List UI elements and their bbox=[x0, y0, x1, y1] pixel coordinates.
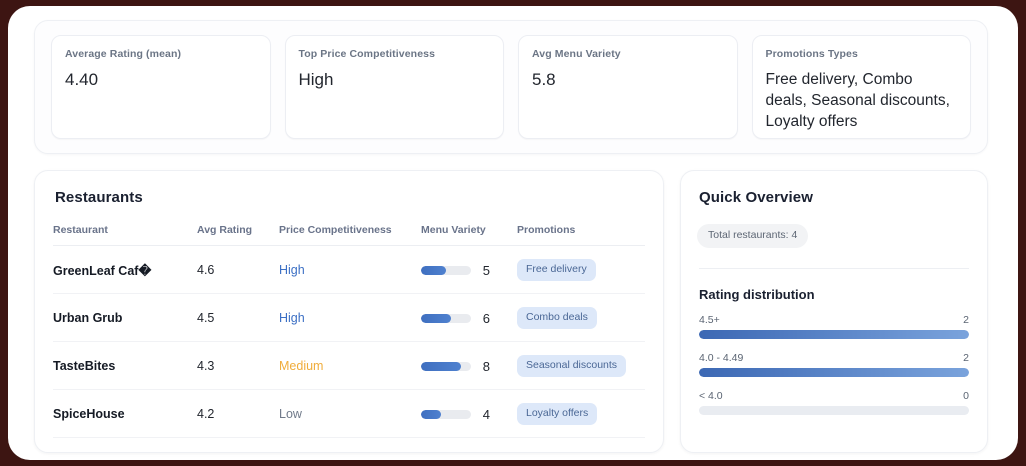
cell-avg-rating: 4.2 bbox=[197, 389, 279, 438]
quick-overview-title: Quick Overview bbox=[699, 189, 813, 206]
status-badge[interactable]: Free delivery bbox=[517, 259, 596, 281]
cell-avg-rating: 4.3 bbox=[197, 341, 279, 390]
kpi-label: Avg Menu Variety bbox=[532, 48, 621, 60]
column-header-price-competitiveness[interactable]: Price Competitiveness bbox=[279, 224, 421, 246]
cell-restaurant-name: GreenLeaf Caf� bbox=[53, 245, 197, 294]
cell-menu-variety: 6 bbox=[421, 293, 517, 342]
cell-price-competitiveness: High bbox=[279, 293, 421, 342]
menu-variety-progress-track bbox=[421, 361, 471, 371]
cell-promotions: Combo deals bbox=[517, 293, 645, 342]
rating-distribution-row: < 4.0 0 bbox=[699, 390, 969, 415]
menu-variety-progress-fill bbox=[421, 409, 441, 419]
status-badge[interactable]: Loyalty offers bbox=[517, 403, 598, 425]
cell-price-competitiveness: Medium bbox=[279, 341, 421, 390]
distribution-bucket-count: 2 bbox=[963, 352, 969, 364]
menu-variety-progress-fill bbox=[421, 313, 451, 323]
distribution-bucket-label: 4.5+ bbox=[699, 314, 720, 326]
kpi-value: High bbox=[298, 70, 334, 89]
status-badge[interactable]: Seasonal discounts bbox=[517, 355, 627, 377]
menu-variety-progress-track bbox=[421, 409, 471, 419]
cell-menu-variety: 5 bbox=[421, 245, 517, 294]
kpi-label: Top Price Competitiveness bbox=[298, 48, 436, 60]
cell-promotions: Free delivery bbox=[517, 245, 645, 294]
menu-variety-value: 5 bbox=[482, 262, 490, 278]
table-header-row: Restaurant Avg Rating Price Competitiven… bbox=[53, 224, 645, 246]
distribution-bar-track bbox=[699, 368, 969, 377]
distribution-bar-fill bbox=[699, 368, 969, 377]
table-row[interactable]: TasteBites 4.3 Medium 8 bbox=[53, 341, 645, 390]
table-row[interactable]: Urban Grub 4.5 High 6 bbox=[53, 293, 645, 342]
cell-promotions: Seasonal discounts bbox=[517, 341, 645, 390]
distribution-bucket-label: < 4.0 bbox=[699, 390, 723, 402]
column-header-restaurant[interactable]: Restaurant bbox=[53, 224, 197, 246]
menu-variety-progress-track bbox=[421, 313, 471, 323]
restaurants-panel: Restaurants Restaurant Avg Rating Price … bbox=[34, 170, 664, 453]
kpi-card-average-rating: Average Rating (mean) 4.40 bbox=[51, 35, 271, 139]
kpi-card-top-price-competitiveness: Top Price Competitiveness High bbox=[284, 35, 504, 139]
kpi-value: 5.8 bbox=[532, 70, 556, 89]
status-badge[interactable]: Combo deals bbox=[517, 307, 597, 329]
quick-overview-panel: Quick Overview Total restaurants: 4 Rati… bbox=[680, 170, 988, 453]
menu-variety-value: 6 bbox=[482, 310, 490, 326]
app-surface: Average Rating (mean) 4.40 Top Price Com… bbox=[8, 6, 1018, 460]
cell-restaurant-name: Urban Grub bbox=[53, 293, 197, 342]
cell-price-competitiveness: High bbox=[279, 245, 421, 294]
menu-variety-progress-fill bbox=[421, 265, 446, 275]
distribution-bar-track bbox=[699, 330, 969, 339]
dashboard-content: Average Rating (mean) 4.40 Top Price Com… bbox=[30, 20, 996, 453]
kpi-card-avg-menu-variety: Avg Menu Variety 5.8 bbox=[518, 35, 738, 139]
table-row[interactable]: SpiceHouse 4.2 Low 4 bbox=[53, 389, 645, 438]
rating-distribution-row: 4.0 - 4.49 2 bbox=[699, 352, 969, 377]
distribution-bucket-count: 2 bbox=[963, 314, 969, 326]
total-restaurants-chip: Total restaurants: 4 bbox=[697, 224, 809, 248]
cell-menu-variety: 4 bbox=[421, 389, 517, 438]
kpi-label: Average Rating (mean) bbox=[65, 48, 182, 60]
cell-menu-variety: 8 bbox=[421, 341, 517, 390]
distribution-bucket-count: 0 bbox=[963, 390, 969, 402]
cell-restaurant-name: SpiceHouse bbox=[53, 389, 197, 438]
column-header-promotions[interactable]: Promotions bbox=[517, 224, 645, 246]
column-header-menu-variety[interactable]: Menu Variety bbox=[421, 224, 517, 246]
distribution-bucket-label: 4.0 - 4.49 bbox=[699, 352, 744, 364]
cell-avg-rating: 4.5 bbox=[197, 293, 279, 342]
kpi-value: 4.40 bbox=[65, 70, 99, 89]
kpi-value: Free delivery, Combo deals, Seasonal dis… bbox=[765, 71, 950, 130]
menu-variety-progress-track bbox=[421, 265, 471, 275]
menu-variety-value: 4 bbox=[482, 406, 490, 422]
table-row[interactable]: GreenLeaf Caf� 4.6 High 5 bbox=[53, 245, 645, 294]
lower-region: Restaurants Restaurant Avg Rating Price … bbox=[34, 170, 996, 453]
cell-price-competitiveness: Low bbox=[279, 389, 421, 438]
column-header-avg-rating[interactable]: Avg Rating bbox=[197, 224, 279, 246]
restaurants-table-body: GreenLeaf Caf� 4.6 High 5 bbox=[53, 245, 645, 438]
restaurants-table: Restaurant Avg Rating Price Competitiven… bbox=[53, 224, 645, 438]
cell-restaurant-name: TasteBites bbox=[53, 341, 197, 390]
kpi-label: Promotions Types bbox=[765, 48, 858, 60]
distribution-bar-fill bbox=[699, 330, 969, 339]
kpi-card-promotions-types: Promotions Types Free delivery, Combo de… bbox=[751, 35, 971, 139]
menu-variety-value: 8 bbox=[482, 358, 490, 374]
menu-variety-progress-fill bbox=[421, 361, 461, 371]
kpi-strip: Average Rating (mean) 4.40 Top Price Com… bbox=[34, 20, 988, 154]
page-title: Restaurants bbox=[55, 189, 143, 206]
rating-distribution-row: 4.5+ 2 bbox=[699, 314, 969, 339]
cell-promotions: Loyalty offers bbox=[517, 389, 645, 438]
distribution-bar-track bbox=[699, 406, 969, 415]
divider bbox=[699, 268, 969, 269]
cell-avg-rating: 4.6 bbox=[197, 245, 279, 294]
rating-distribution-title: Rating distribution bbox=[699, 287, 815, 302]
